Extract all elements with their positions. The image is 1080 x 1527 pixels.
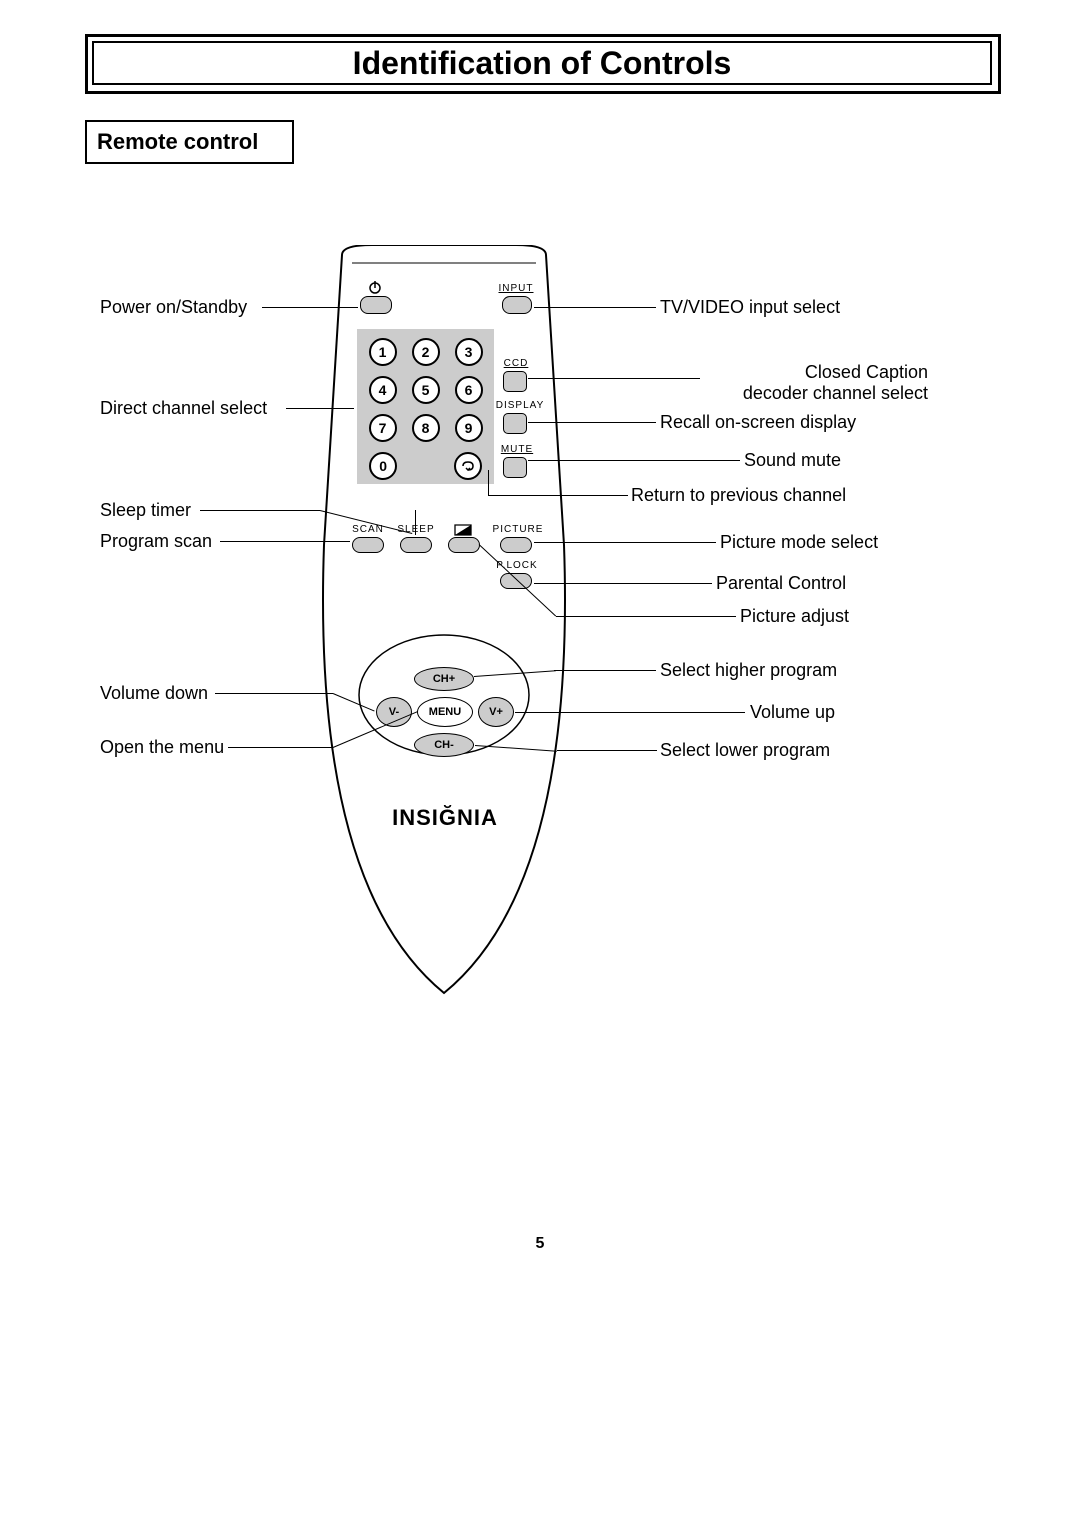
lead-mute — [528, 460, 740, 461]
mute-button — [503, 457, 527, 478]
sleep-button — [400, 537, 432, 553]
picture-label: PICTURE — [490, 524, 546, 535]
subtitle-box: Remote control — [85, 120, 294, 164]
return-button — [454, 452, 482, 480]
scan-button — [352, 537, 384, 553]
mute-label: MUTE — [498, 444, 536, 455]
ch-up-button: CH+ — [414, 667, 474, 691]
key-0: 0 — [369, 452, 397, 480]
plock-button — [500, 573, 532, 589]
key-7: 7 — [369, 414, 397, 442]
callout-ccd-l2: decoder channel select — [743, 383, 928, 403]
callout-sleep: Sleep timer — [100, 500, 191, 521]
display-button — [503, 413, 527, 434]
callout-direct: Direct channel select — [100, 398, 267, 419]
key-1: 1 — [369, 338, 397, 366]
lead-return-h — [488, 495, 628, 496]
lead-parental — [534, 583, 712, 584]
picture-button — [500, 537, 532, 553]
key-spacer — [413, 452, 437, 476]
callout-ccd: Closed Caption decoder channel select — [668, 362, 928, 404]
lead-scan — [220, 541, 350, 542]
lead-menu-h — [228, 747, 333, 748]
callout-chup: Select higher program — [660, 660, 837, 681]
lead-direct — [286, 408, 354, 409]
callout-menu: Open the menu — [100, 737, 224, 758]
key-9: 9 — [455, 414, 483, 442]
ch-down-label: CH- — [434, 739, 454, 751]
lead-adjust-h — [556, 616, 736, 617]
v-plus-button: V+ — [478, 697, 514, 727]
page: Identification of Controls Remote contro… — [0, 0, 1080, 1527]
callout-picture: Picture mode select — [720, 532, 878, 553]
adjust-button — [448, 537, 480, 553]
lead-display — [528, 422, 656, 423]
lead-sleep-h — [200, 510, 320, 511]
lead-sleep-v — [415, 510, 416, 535]
lead-return-v — [488, 470, 489, 496]
ccd-label: CCD — [499, 358, 533, 369]
menu-label: MENU — [429, 706, 461, 718]
subtitle: Remote control — [97, 129, 258, 155]
input-label: INPUT — [492, 283, 540, 294]
v-minus-button: V- — [376, 697, 412, 727]
lead-volup — [515, 712, 745, 713]
display-label: DISPLAY — [495, 400, 545, 411]
lead-picture — [534, 542, 716, 543]
lead-voldown-h — [215, 693, 333, 694]
callout-voldown: Volume down — [100, 683, 208, 704]
v-plus-label: V+ — [489, 706, 503, 718]
page-title: Identification of Controls — [353, 45, 732, 82]
number-keypad: 1 2 3 4 5 6 7 8 9 0 — [357, 329, 494, 484]
ch-up-label: CH+ — [433, 673, 455, 685]
ccd-button — [503, 371, 527, 392]
lead-chdown-h — [557, 750, 657, 751]
lead-power — [262, 307, 358, 308]
lead-input — [534, 307, 656, 308]
callout-volup: Volume up — [750, 702, 835, 723]
lead-chup-h — [554, 670, 656, 671]
return-icon — [461, 461, 475, 471]
power-button — [360, 296, 392, 314]
callout-mute: Sound mute — [744, 450, 841, 471]
callout-return: Return to previous channel — [631, 485, 846, 506]
callout-parental: Parental Control — [716, 573, 846, 594]
brand-logo: INSIĞNIA — [365, 805, 525, 831]
page-number: 5 — [0, 1235, 1080, 1253]
key-3: 3 — [455, 338, 483, 366]
title-inner-border: Identification of Controls — [92, 41, 992, 85]
key-2: 2 — [412, 338, 440, 366]
lead-ccd — [528, 378, 700, 379]
v-minus-label: V- — [389, 706, 399, 718]
callout-input: TV/VIDEO input select — [660, 297, 980, 318]
callout-chdown: Select lower program — [660, 740, 830, 761]
callout-display: Recall on-screen display — [660, 412, 856, 433]
adjust-icon — [454, 524, 472, 536]
callout-ccd-l1: Closed Caption — [805, 362, 928, 382]
power-icon — [368, 280, 382, 294]
callout-adjust: Picture adjust — [740, 606, 849, 627]
key-5: 5 — [412, 376, 440, 404]
menu-button: MENU — [417, 697, 473, 727]
callout-scan: Program scan — [100, 531, 212, 552]
key-4: 4 — [369, 376, 397, 404]
input-button — [502, 296, 532, 314]
key-8: 8 — [412, 414, 440, 442]
ch-down-button: CH- — [414, 733, 474, 757]
key-6: 6 — [455, 376, 483, 404]
callout-power: Power on/Standby — [100, 297, 247, 318]
